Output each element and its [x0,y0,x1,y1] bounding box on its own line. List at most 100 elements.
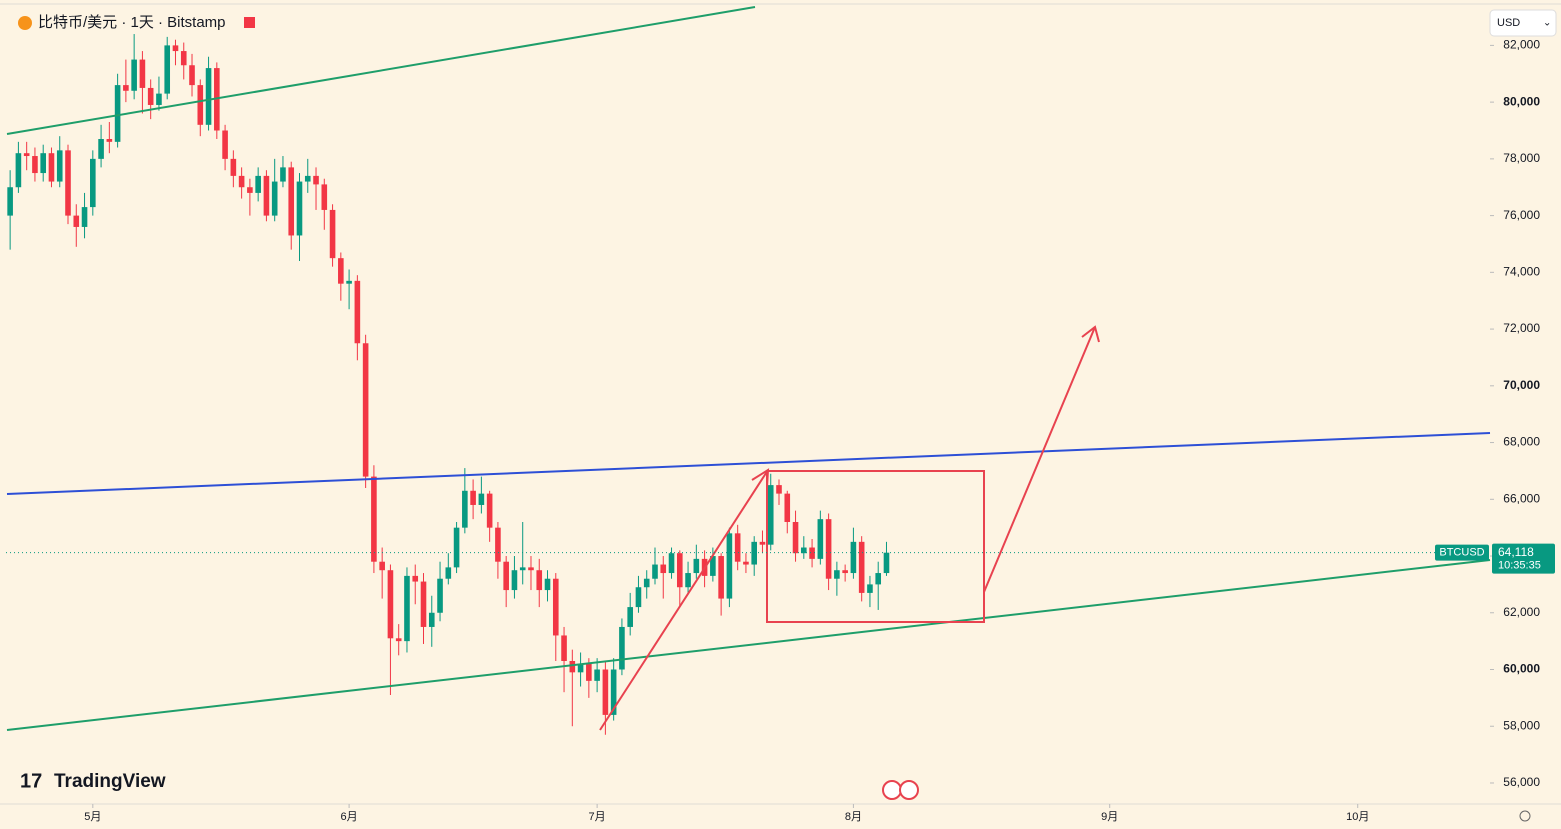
currency-button[interactable] [1489,9,1557,37]
trend-line [6,6,756,135]
candle-body [379,561,385,571]
x-tick-label: 9月 [1101,811,1118,823]
y-tick-label: 58,000 [1503,718,1540,732]
price-tag-label: 64,118 [1498,545,1534,559]
candle-body [147,87,154,105]
arrow-head [751,468,770,489]
currency: USD [1497,17,1520,29]
candle-body [586,663,592,681]
candle-body [668,553,675,574]
candle-body [123,85,129,91]
candle-body [511,570,518,591]
candle-body [627,607,633,627]
candle-body [81,207,88,227]
candle-body [362,343,369,477]
candle-body [759,541,766,545]
arrow-head [1081,325,1100,343]
candle-body [842,570,848,574]
candle-body [230,158,237,176]
candle-body [718,556,724,599]
candle-body [536,570,543,591]
candle-body [40,153,47,174]
candle-body [205,68,212,125]
candle-body [263,175,270,216]
candle-body [156,93,162,105]
candle-body [643,578,650,588]
logo-mark: 17 [20,770,42,792]
candle-body [619,626,625,670]
candle-body [180,51,187,66]
x-tick-label: 5月 [84,811,101,823]
candle-body [776,485,782,494]
candle-body [486,493,493,528]
symbol-title: 比特币/美元 · 1天 · Bitstamp [38,14,226,31]
candle-body [462,490,468,528]
candle-body [189,65,195,86]
candle-body [825,519,832,579]
candle-body [834,570,840,579]
candle-body [98,139,104,159]
candle-body [114,85,121,142]
candle-body [528,567,534,571]
plot-area [7,34,890,735]
y-tick-label: 66,000 [1503,491,1540,505]
candle-body [346,280,352,284]
candle-body [420,581,427,627]
candle-body [817,519,824,559]
arrow [983,326,1096,593]
candle-body [238,175,245,188]
candle-body [652,564,658,579]
y-tick-label: 76,000 [1503,208,1540,222]
symbol-tag [1435,544,1489,561]
candle-body [106,139,113,142]
candle-body [404,575,410,642]
countdown: 10:35:35 [1498,560,1541,572]
candle-body [329,209,336,259]
candle-body [412,575,419,582]
settings-icon[interactable] [1519,810,1531,822]
candle-body [90,158,96,208]
candle-body [594,669,600,681]
candle-body [685,573,691,588]
candle-body [222,130,228,159]
candle-body [751,541,758,565]
candle-body [395,638,402,642]
candle-body [338,258,344,284]
trend-line [6,559,1491,731]
symbol-tag-label: BTCUSD [1439,547,1484,559]
candle-body [767,485,774,545]
candle-body [48,153,55,182]
candle-body [784,493,791,522]
y-tick-label: 72,000 [1503,321,1540,335]
candle-body [139,59,146,88]
candle-body [726,533,733,599]
candle-body [676,553,683,588]
candle-body [470,490,476,505]
candle-body [635,587,642,608]
candle-body [428,612,435,627]
candle-body [280,167,286,182]
candle-body [453,527,460,568]
candle-body [478,493,485,505]
y-tick-label: 62,000 [1503,605,1540,619]
y-tick-label: 80,000 [1503,94,1540,108]
candle-body [734,533,741,562]
candle-body [519,567,526,571]
arrow [599,469,769,731]
y-tick-label: 56,000 [1503,775,1540,789]
candle-body [197,85,204,125]
candle-body [660,564,667,574]
candle-body [577,663,584,673]
candle-body [321,184,328,210]
candle-body [271,181,278,216]
event-icon[interactable] [882,780,902,800]
candle-body [809,547,815,559]
candle-body [602,669,609,715]
candle-body [288,167,295,236]
candle-body [875,573,882,585]
candle-body [131,59,137,91]
event-icon[interactable] [899,780,919,800]
candle-body [561,635,567,661]
candle-body [544,578,551,591]
candle-body [792,521,799,554]
